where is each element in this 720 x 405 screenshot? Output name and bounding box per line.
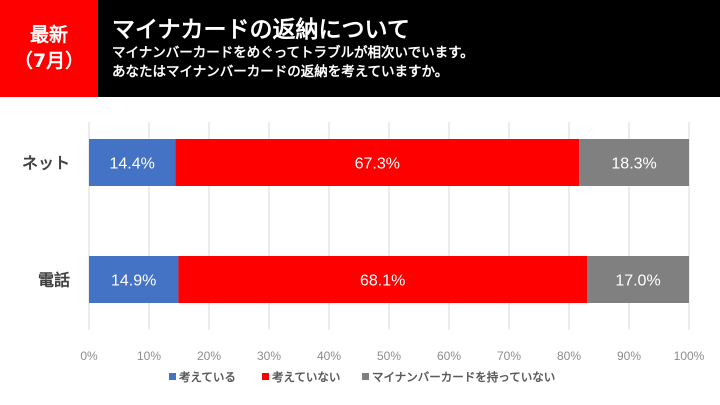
badge-line2: （7月） [13, 50, 85, 72]
x-tick-label: 60% [437, 349, 461, 363]
bar-segment [89, 256, 179, 303]
badge-line1: 最新 [29, 24, 68, 46]
x-tick-label: 50% [377, 349, 401, 363]
legend-label: 考えていない [272, 370, 340, 384]
x-tick-label: 20% [197, 349, 221, 363]
legend-label: 考えている [179, 370, 236, 384]
x-tick-label: 10% [137, 349, 161, 363]
data-label: 67.3% [355, 156, 400, 173]
bar-segment [175, 139, 580, 186]
legend-swatch [262, 373, 269, 380]
legend-swatch [169, 373, 176, 380]
category-label: ネット [22, 154, 70, 173]
x-tick-label: 70% [497, 349, 521, 363]
data-label: 18.3% [611, 156, 656, 173]
data-label: 14.9% [111, 273, 156, 290]
bar-segment [579, 139, 689, 186]
page-title: マイナカードの返納について [112, 17, 410, 43]
x-tick-label: 90% [617, 349, 641, 363]
category-label: 電話 [38, 271, 70, 290]
x-tick-label: 80% [557, 349, 581, 363]
x-tick-label: 30% [257, 349, 281, 363]
header-bar [0, 0, 720, 97]
x-tick-label: 40% [317, 349, 341, 363]
data-label: 14.4% [110, 156, 155, 173]
x-tick-label: 100% [674, 349, 705, 363]
data-label: 17.0% [615, 273, 660, 290]
bar-segment [89, 139, 176, 186]
legend-label: マイナンバーカードを持っていない [372, 370, 555, 384]
data-label: 68.1% [360, 273, 405, 290]
x-tick-label: 0% [80, 349, 98, 363]
subtitle: マイナンバーカードをめぐってトラブルが相次いでいます。 あなたはマイナンバーカード… [112, 44, 474, 82]
bar-segment [178, 256, 587, 303]
subtitle-line1: マイナンバーカードをめぐってトラブルが相次いでいます。 [112, 45, 474, 61]
legend-swatch [362, 373, 369, 380]
bar-segment [587, 256, 689, 303]
latest-badge: 最新 （7月） [0, 0, 98, 97]
subtitle-line2: あなたはマイナンバーカードの返納を考えていますか。 [112, 64, 449, 80]
